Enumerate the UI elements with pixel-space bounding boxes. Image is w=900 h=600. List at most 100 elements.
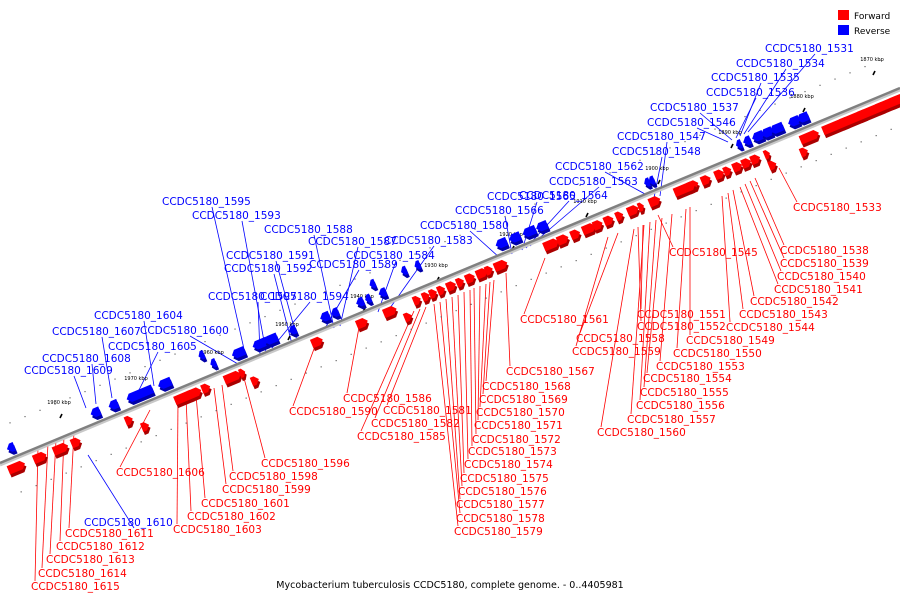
legend: Forward Reverse <box>838 10 891 37</box>
forward-leader-line <box>374 308 421 419</box>
forward-leader-line <box>49 439 57 555</box>
reverse-gene-label: CCDC5180_1548 <box>612 146 701 158</box>
forward-gene-feature-o1 <box>249 376 259 387</box>
scale-dot <box>294 303 296 305</box>
forward-gene-feature-28 <box>602 215 614 227</box>
scale-dot <box>414 253 416 255</box>
tick-label: 1880 kbp <box>790 94 814 100</box>
forward-gene-label: CCDC5180_1555 <box>640 387 729 399</box>
forward-gene-label: CCDC5180_1577 <box>456 499 545 511</box>
scale-dot <box>110 453 112 455</box>
reverse-gene-label: CCDC5180_1562 <box>555 161 644 173</box>
scale-dot <box>620 241 622 243</box>
forward-gene-feature-31 <box>636 202 644 213</box>
reverse-gene-feature-19 <box>644 177 652 187</box>
reverse-gene-label: CCDC5180_1607 <box>52 326 141 338</box>
forward-leader-line <box>676 208 687 349</box>
forward-gene-label: CCDC5180_1543 <box>739 309 828 321</box>
scale-dot <box>54 403 56 405</box>
forward-gene-label: CCDC5180_1599 <box>222 484 311 496</box>
scale-dot <box>140 441 142 443</box>
tick-label: 1970 kbp <box>124 376 148 382</box>
reverse-gene-feature-o1 <box>369 278 377 289</box>
forward-leader-line <box>600 228 635 428</box>
scale-dot <box>890 128 892 130</box>
forward-gene-feature-3 <box>69 437 81 449</box>
scale-dot <box>309 297 311 299</box>
forward-leader-line <box>386 306 427 406</box>
scale-dot <box>410 328 412 330</box>
scale-dot <box>740 191 742 193</box>
scale-dot <box>99 384 101 386</box>
forward-leader-line <box>630 224 645 415</box>
reverse-gene-feature-7 <box>252 336 270 350</box>
scale-dot <box>429 247 431 249</box>
scale-dot <box>695 210 697 212</box>
scale-dot <box>279 309 281 311</box>
tick-label: 1890 kbp <box>718 130 742 136</box>
forward-leader-line <box>523 257 546 315</box>
forward-gene-feature-34 <box>686 181 696 192</box>
scale-dot <box>219 334 221 336</box>
reverse-leader-line <box>241 220 267 353</box>
reverse-gene-label: CCDC5180_1547 <box>617 131 706 143</box>
reverse-gene-label: CCDC5180_1600 <box>140 325 229 337</box>
reverse-gene-label: CCDC5180_1535 <box>711 72 800 84</box>
forward-gene-feature-o4 <box>798 147 808 158</box>
scale-dot <box>155 435 157 437</box>
reverse-gene-feature-20 <box>648 175 656 185</box>
forward-gene-feature-9 <box>237 368 246 379</box>
forward-gene-feature-10 <box>309 336 323 349</box>
scale-dot <box>159 359 161 361</box>
scale-dot <box>320 366 322 368</box>
scale-dot <box>444 240 446 243</box>
forward-gene-feature-40 <box>749 154 761 166</box>
scale-dot <box>665 222 667 224</box>
forward-gene-feature-35 <box>699 175 711 186</box>
forward-gene-feature-13 <box>411 295 421 306</box>
forward-leader-line <box>176 400 179 525</box>
scale-dot <box>789 97 791 99</box>
reverse-leader-line <box>313 234 335 329</box>
forward-leader-line <box>732 189 755 297</box>
forward-gene-feature-29 <box>614 211 624 222</box>
scale-dot <box>384 265 386 268</box>
scale-dot <box>24 415 26 418</box>
scale-dot <box>650 228 652 230</box>
forward-gene-feature-21 <box>483 265 493 276</box>
forward-leader-line <box>721 195 731 323</box>
forward-gene-feature-27 <box>591 220 603 231</box>
scale-dot <box>579 184 581 186</box>
reverse-gene-label: CCDC5180_1583 <box>384 235 473 247</box>
reverse-gene-label: CCDC5180_1584 <box>346 250 435 262</box>
scale-dot <box>65 472 67 474</box>
scale-dot <box>515 285 517 287</box>
reverse-gene-label: CCDC5180_1595 <box>162 196 251 208</box>
scale-dot <box>380 341 382 343</box>
reverse-leader-line <box>189 335 239 365</box>
scale-dot <box>369 272 371 274</box>
forward-gene-label: CCDC5180_1579 <box>454 526 543 538</box>
reverse-gene-feature-0 <box>6 442 17 452</box>
scale-dot <box>474 228 476 230</box>
forward-leader-line <box>445 298 461 500</box>
forward-leader-line <box>479 283 487 408</box>
reverse-leader-line <box>604 171 646 195</box>
reverse-gene-feature-25 <box>770 121 785 134</box>
forward-leader-line <box>744 183 782 272</box>
forward-leader-line <box>360 310 415 432</box>
forward-gene-label: CCDC5180_1570 <box>476 407 565 419</box>
scale-dot <box>489 222 491 224</box>
forward-leader-line <box>463 291 469 460</box>
genome-axis <box>0 86 900 467</box>
forward-leader-line <box>482 281 491 395</box>
scale-dot <box>245 397 247 399</box>
forward-gene-label: CCDC5180_1614 <box>38 568 127 580</box>
scale-dot <box>774 103 776 105</box>
reverse-gene-label: CCDC5180_1563 <box>549 176 638 188</box>
forward-gene-label: CCDC5180_1544 <box>726 322 815 334</box>
reverse-gene-feature-8 <box>264 332 280 345</box>
scale-dot <box>170 428 172 430</box>
